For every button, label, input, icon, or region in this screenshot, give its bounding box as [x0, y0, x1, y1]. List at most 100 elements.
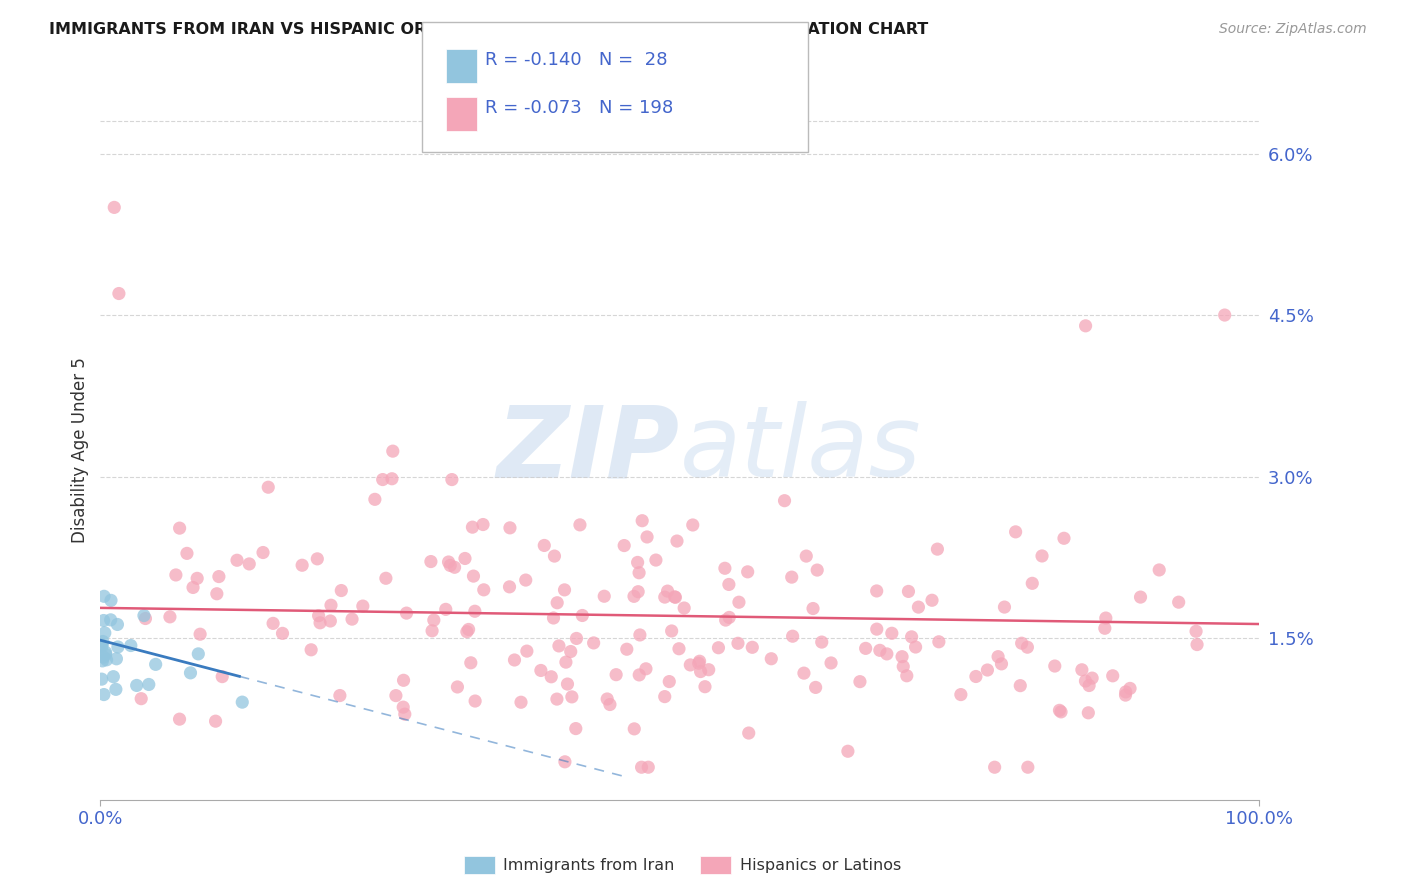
Point — [205, 587, 228, 601]
Point — [423, 613, 446, 627]
Point — [120, 639, 142, 653]
Point — [271, 626, 294, 640]
Point — [628, 566, 651, 580]
Point — [94, 645, 117, 659]
Point — [693, 680, 716, 694]
Point — [855, 641, 877, 656]
Point — [515, 573, 537, 587]
Point — [627, 584, 650, 599]
Point — [299, 642, 322, 657]
Point — [1031, 549, 1053, 563]
Point — [623, 590, 645, 604]
Point — [257, 480, 280, 494]
Point — [107, 640, 129, 654]
Point — [717, 577, 740, 591]
Text: Source: ZipAtlas.com: Source: ZipAtlas.com — [1219, 22, 1367, 37]
Point — [891, 659, 914, 673]
Point — [1185, 624, 1208, 639]
Point — [718, 610, 741, 624]
Point — [231, 695, 253, 709]
Point — [665, 534, 688, 549]
Point — [657, 584, 679, 599]
Point — [613, 539, 636, 553]
Point — [419, 555, 441, 569]
Point — [837, 744, 859, 758]
Point — [623, 722, 645, 736]
Point — [461, 520, 484, 534]
Point — [187, 647, 209, 661]
Text: IMMIGRANTS FROM IRAN VS HISPANIC OR LATINO DISABILITY AGE UNDER 5 CORRELATION CH: IMMIGRANTS FROM IRAN VS HISPANIC OR LATI… — [49, 22, 928, 37]
Point — [628, 628, 651, 642]
Point — [1213, 308, 1236, 322]
Point — [866, 584, 889, 599]
Point — [554, 655, 576, 669]
Point — [1050, 705, 1073, 719]
Point — [658, 674, 681, 689]
Point — [630, 760, 652, 774]
Point — [1074, 318, 1097, 333]
Point — [554, 755, 576, 769]
Text: atlas: atlas — [681, 401, 921, 498]
Point — [593, 589, 616, 603]
Point — [543, 611, 565, 625]
Point — [364, 492, 387, 507]
Point — [186, 571, 208, 585]
Point — [1070, 663, 1092, 677]
Point — [897, 584, 920, 599]
Point — [464, 694, 486, 708]
Point — [103, 670, 125, 684]
Point — [330, 583, 353, 598]
Point — [688, 657, 710, 671]
Point — [679, 657, 702, 672]
Point — [927, 542, 949, 557]
Point — [454, 551, 477, 566]
Point — [1021, 576, 1043, 591]
Point — [100, 593, 122, 607]
Point — [637, 760, 659, 774]
Point — [866, 622, 889, 636]
Point — [921, 593, 943, 607]
Point — [208, 569, 231, 583]
Point — [204, 714, 226, 729]
Point — [132, 608, 155, 623]
Point — [395, 606, 418, 620]
Point — [565, 722, 588, 736]
Point — [446, 680, 468, 694]
Point — [668, 641, 690, 656]
Point — [440, 473, 463, 487]
Point — [385, 689, 408, 703]
Point — [138, 677, 160, 691]
Point — [498, 580, 520, 594]
Point — [1101, 669, 1123, 683]
Point — [900, 630, 922, 644]
Point — [1115, 688, 1137, 702]
Point — [472, 517, 495, 532]
Point — [169, 521, 191, 535]
Point — [392, 700, 415, 714]
Point — [434, 602, 457, 616]
Point — [94, 648, 117, 662]
Point — [599, 698, 621, 712]
Point — [626, 556, 648, 570]
Point — [252, 545, 274, 559]
Point — [238, 557, 260, 571]
Point — [773, 493, 796, 508]
Point — [907, 600, 929, 615]
Point — [1053, 531, 1076, 545]
Point — [689, 665, 711, 679]
Point — [869, 643, 891, 657]
Point — [548, 639, 571, 653]
Point — [93, 650, 115, 665]
Point — [654, 590, 676, 604]
Point — [728, 595, 751, 609]
Point — [456, 624, 478, 639]
Point — [90, 638, 112, 652]
Point — [634, 662, 657, 676]
Point — [689, 654, 711, 668]
Point — [782, 629, 804, 643]
Point — [307, 552, 329, 566]
Point — [530, 664, 553, 678]
Point — [437, 555, 460, 569]
Point — [636, 530, 658, 544]
Point — [1074, 673, 1097, 688]
